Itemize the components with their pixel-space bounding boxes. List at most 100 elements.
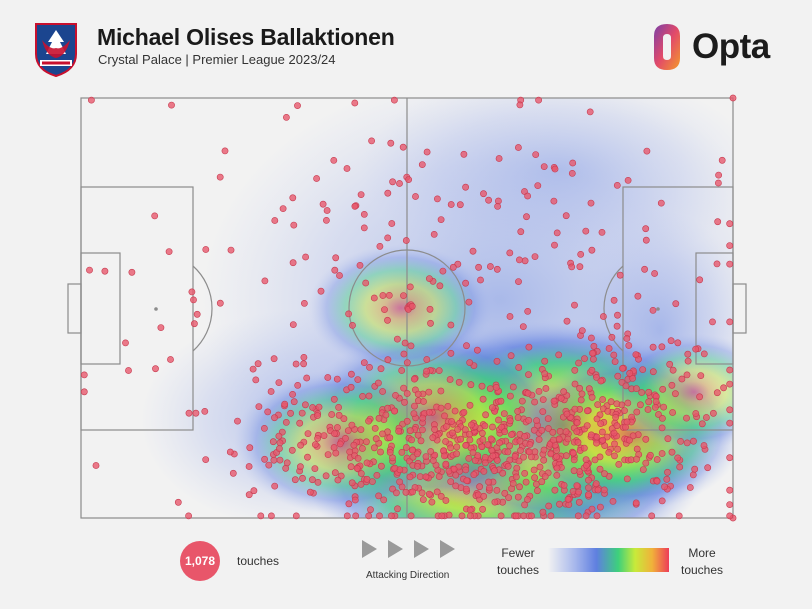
left-penalty-arc xyxy=(192,265,213,352)
touch-point xyxy=(216,173,224,181)
touch-point xyxy=(596,453,604,461)
touch-point xyxy=(611,440,618,448)
touch-point xyxy=(515,278,522,285)
touch-point xyxy=(388,220,396,227)
touch-point xyxy=(463,477,471,484)
touch-point xyxy=(401,398,408,406)
touch-point xyxy=(610,296,618,304)
touch-point xyxy=(544,415,552,422)
touch-point xyxy=(600,486,608,494)
touch-point xyxy=(350,441,358,449)
touch-point xyxy=(645,388,653,396)
touch-point xyxy=(587,431,595,439)
touch-point xyxy=(320,432,328,439)
touch-point xyxy=(336,440,344,448)
touch-point xyxy=(578,390,586,398)
touch-point xyxy=(192,409,200,417)
touch-point xyxy=(332,449,340,457)
touch-point xyxy=(700,350,708,358)
touch-point xyxy=(367,506,374,514)
touch-point xyxy=(275,432,283,440)
touch-point xyxy=(609,497,617,505)
touch-point xyxy=(522,478,530,486)
touch-point xyxy=(289,321,297,328)
touch-point xyxy=(551,486,559,494)
touch-point xyxy=(402,237,410,244)
touch-point xyxy=(535,436,543,443)
touch-point xyxy=(365,512,373,520)
touch-point xyxy=(396,180,403,187)
touch-point xyxy=(686,484,694,491)
touch-point xyxy=(122,339,129,347)
touch-point xyxy=(448,429,456,437)
touch-point xyxy=(363,459,371,467)
touch-point xyxy=(333,424,341,431)
touch-point xyxy=(481,459,489,467)
touch-point xyxy=(190,320,198,328)
touch-point xyxy=(406,427,414,435)
center-circle xyxy=(348,249,466,367)
touch-point xyxy=(514,407,522,415)
attacking-direction-arrows xyxy=(362,540,462,560)
touch-point xyxy=(521,257,529,265)
touch-point xyxy=(508,431,515,438)
touch-point xyxy=(621,407,628,414)
touch-point xyxy=(696,393,703,401)
touch-point xyxy=(290,221,298,229)
touch-point xyxy=(613,400,621,408)
touch-point xyxy=(389,178,396,186)
touch-point xyxy=(377,448,384,456)
touch-point xyxy=(575,359,582,367)
touch-point xyxy=(359,392,366,400)
touch-point xyxy=(362,279,370,287)
touch-point xyxy=(444,402,452,410)
touch-point xyxy=(322,472,330,480)
touch-point xyxy=(553,229,561,237)
touch-point xyxy=(709,318,716,326)
touch-point xyxy=(292,512,300,520)
touch-point xyxy=(400,384,407,392)
touch-point xyxy=(577,396,585,404)
touch-point xyxy=(276,456,284,464)
touch-point xyxy=(384,189,392,197)
touch-point xyxy=(416,473,424,480)
legend-more-line2: touches xyxy=(680,563,724,577)
touch-point xyxy=(246,444,254,452)
touch-point xyxy=(357,470,365,477)
touch-point xyxy=(530,466,538,474)
touch-point xyxy=(377,462,385,470)
touch-point xyxy=(509,383,517,391)
touch-point xyxy=(632,351,640,358)
touch-point xyxy=(487,435,495,443)
touch-point xyxy=(480,492,488,500)
touch-point xyxy=(291,476,299,484)
play-arrow-icon xyxy=(440,540,455,558)
touch-point xyxy=(270,456,278,464)
touch-point xyxy=(599,396,606,403)
touch-point xyxy=(607,398,615,406)
touch-point xyxy=(167,356,174,363)
touch-point xyxy=(668,381,676,389)
touch-point xyxy=(661,483,668,491)
touch-point xyxy=(376,512,383,520)
touch-point xyxy=(437,404,445,412)
touch-point xyxy=(610,351,618,359)
touch-point xyxy=(726,486,734,494)
touch-point xyxy=(596,465,604,473)
touch-point xyxy=(514,493,522,501)
touch-point xyxy=(314,412,321,419)
touch-point xyxy=(469,449,477,456)
opta-logo-icon xyxy=(654,24,680,70)
touch-point xyxy=(540,456,548,464)
touch-point xyxy=(479,395,487,403)
touch-point xyxy=(190,296,197,304)
touch-point xyxy=(634,292,642,300)
touch-point xyxy=(605,345,613,352)
touch-point xyxy=(485,478,492,486)
touch-point xyxy=(324,451,332,458)
touch-point xyxy=(573,419,581,426)
touch-point xyxy=(429,457,437,464)
touch-point xyxy=(271,482,279,490)
touch-point xyxy=(726,454,734,462)
touch-point xyxy=(499,469,507,477)
